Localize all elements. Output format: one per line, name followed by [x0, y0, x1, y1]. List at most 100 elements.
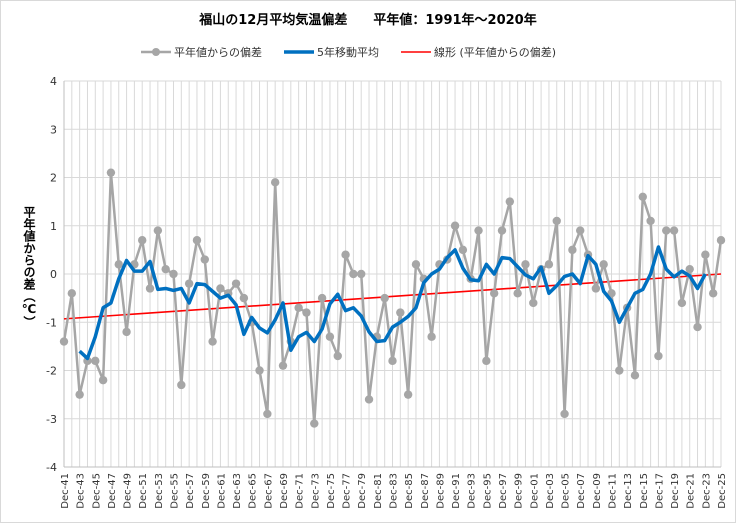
deviation-point: [677, 298, 687, 308]
x-tick-label: Dec-21: [686, 473, 697, 509]
deviation-point: [607, 289, 616, 298]
deviation-point: [458, 245, 468, 255]
deviation-point: [396, 308, 405, 317]
deviation-point: [169, 269, 178, 279]
x-tick-label: Dec-89: [435, 473, 446, 509]
deviation-point: [208, 337, 217, 346]
x-tick-label: Dec-93: [467, 473, 478, 509]
deviation-point: [106, 168, 116, 177]
deviation-point: [576, 226, 585, 235]
x-tick-label: Dec-95: [482, 473, 493, 509]
y-tick-label: 2: [50, 172, 57, 185]
legend-trendline-swatch: [401, 51, 431, 53]
deviation-point: [59, 337, 69, 346]
deviation-point: [669, 226, 679, 235]
deviation-point: [67, 289, 77, 298]
deviation-point: [693, 322, 702, 332]
x-tick-label: Dec-57: [185, 473, 196, 509]
deviation-point: [529, 298, 538, 308]
x-tick-label: Dec-69: [279, 473, 290, 509]
deviation-point: [505, 197, 515, 206]
deviation-point: [638, 192, 647, 201]
deviation-point: [662, 226, 671, 235]
deviation-point: [239, 293, 249, 303]
deviation-point: [177, 380, 186, 390]
deviation-point: [278, 361, 288, 370]
deviation-point: [270, 178, 280, 187]
deviation-point: [513, 289, 522, 298]
x-tick-label: Dec-15: [639, 473, 650, 509]
y-tick-label: 1: [50, 220, 57, 233]
legend-moving-average-swatch: [284, 50, 314, 54]
deviation-point: [184, 279, 194, 288]
deviation-point: [552, 216, 561, 226]
x-tick-label: Dec-99: [514, 473, 525, 509]
y-axis-label: 平年値からの差（℃）: [22, 206, 36, 328]
legend: 平年値からの偏差 5年移動平均 線形 (平年値からの偏差): [141, 41, 578, 63]
legend-item-deviation: 平年値からの偏差: [141, 44, 262, 60]
x-tick-label: Dec-01: [529, 473, 540, 509]
y-tick-label: 3: [50, 123, 57, 136]
deviation-point: [560, 409, 569, 419]
moving-average-line: [78, 245, 707, 361]
deviation-point: [310, 419, 319, 428]
deviation-point: [138, 236, 147, 245]
deviation-point: [427, 332, 436, 341]
deviation-point: [114, 260, 123, 269]
x-tick-label: Dec-65: [248, 473, 259, 509]
x-tick-label: Dec-47: [107, 473, 118, 509]
deviation-point: [482, 356, 491, 366]
x-tick-label: Dec-83: [389, 473, 400, 509]
deviation-point: [544, 260, 554, 269]
x-tick-label: Dec-67: [263, 473, 274, 509]
deviation-point: [411, 260, 421, 269]
deviation-point: [716, 236, 726, 245]
deviation-point: [521, 260, 530, 269]
legend-deviation-swatch: [141, 48, 171, 56]
deviation-point: [317, 293, 327, 303]
x-tick-label: Dec-25: [717, 473, 728, 509]
x-tick-label: Dec-11: [608, 473, 619, 509]
deviation-point: [357, 269, 366, 279]
legend-moving-average-label: 5年移動平均: [317, 46, 379, 59]
x-tick-label: Dec-23: [701, 473, 712, 509]
deviation-point: [701, 250, 710, 259]
x-tick-label: Dec-79: [357, 473, 368, 509]
deviation-point: [646, 216, 655, 226]
x-tick-label: Dec-09: [592, 473, 603, 509]
deviation-point: [685, 264, 694, 274]
deviation-point: [153, 226, 163, 235]
deviation-point: [216, 284, 225, 293]
deviation-point: [161, 264, 170, 274]
x-tick-label: Dec-91: [451, 473, 462, 509]
x-tick-label: Dec-85: [404, 473, 415, 509]
x-tick-label: Dec-07: [576, 473, 587, 509]
legend-item-moving-average: 5年移動平均: [284, 44, 379, 60]
x-tick-label: Dec-97: [498, 473, 509, 509]
y-tick-label: -2: [46, 365, 57, 378]
legend-trendline-label: 線形 (平年値からの偏差): [434, 46, 557, 59]
x-tick-label: Dec-75: [326, 473, 337, 509]
x-tick-label: Dec-55: [170, 473, 181, 509]
x-tick-label: Dec-45: [91, 473, 102, 509]
deviation-point: [98, 375, 108, 385]
x-tick-label: Dec-13: [623, 473, 634, 509]
legend-item-trendline: 線形 (平年値からの偏差): [401, 44, 556, 60]
x-tick-label: Dec-61: [216, 473, 227, 509]
x-tick-label: Dec-17: [654, 473, 665, 509]
deviation-point: [192, 236, 202, 245]
legend-deviation-label: 平年値からの偏差: [174, 46, 262, 59]
x-tick-label: Dec-43: [76, 473, 87, 509]
chart-title: 福山の12月平均気温偏差 平年値：1991年～2020年: [199, 13, 537, 28]
x-tick-label: Dec-51: [138, 473, 149, 509]
deviation-point: [75, 390, 84, 399]
deviation-point: [388, 356, 397, 366]
deviation-point: [349, 269, 358, 279]
x-tick-label: Dec-77: [342, 473, 353, 509]
x-tick-label: Dec-41: [60, 473, 71, 509]
deviation-point: [263, 409, 272, 419]
x-tick-label: Dec-73: [310, 473, 321, 509]
deviation-point: [654, 351, 663, 361]
